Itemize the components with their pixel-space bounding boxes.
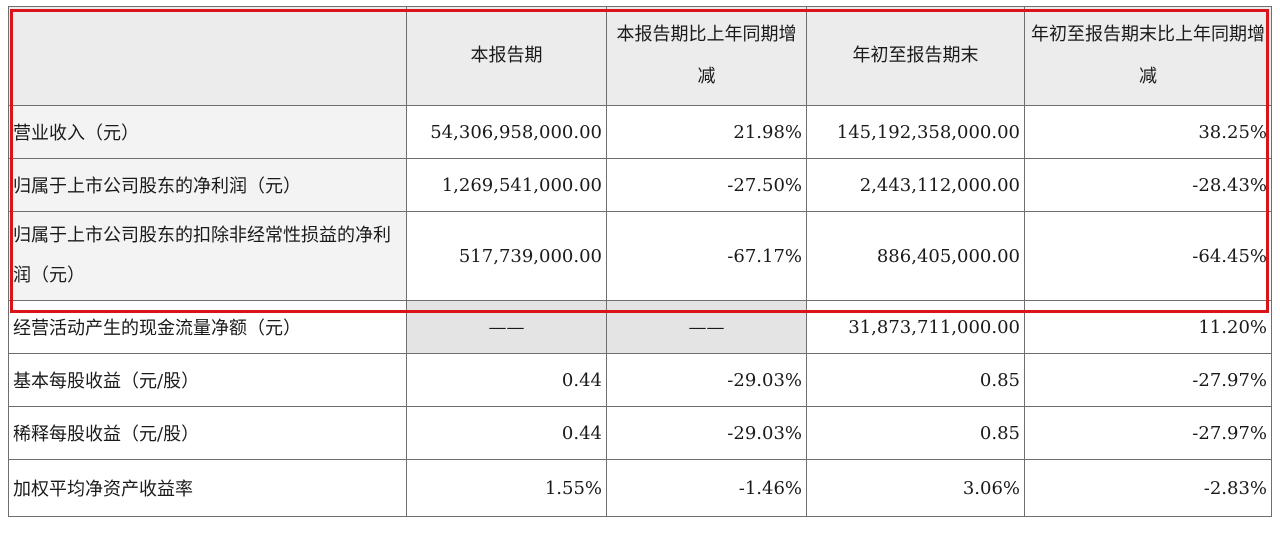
table-row: 稀释每股收益（元/股） 0.44 -29.03% 0.85 -27.97% bbox=[8, 406, 1272, 460]
table-cell: 3.06% bbox=[806, 459, 1025, 517]
row-label: 基本每股收益（元/股） bbox=[8, 353, 407, 407]
table-header-row: 本报告期 本报告期比上年同期增减 年初至报告期末 年初至报告期末比上年同期增减 bbox=[8, 6, 1272, 106]
table-cell: 54,306,958,000.00 bbox=[406, 105, 607, 159]
table-cell: —— bbox=[606, 300, 807, 354]
financial-data-table: 本报告期 本报告期比上年同期增减 年初至报告期末 年初至报告期末比上年同期增减 … bbox=[8, 6, 1272, 517]
table-cell: -64.45% bbox=[1024, 211, 1272, 301]
table-row: 归属于上市公司股东的净利润（元） 1,269,541,000.00 -27.50… bbox=[8, 158, 1272, 212]
header-cell-blank bbox=[8, 6, 407, 106]
header-cell-year-to-date-yoy: 年初至报告期末比上年同期增减 bbox=[1024, 6, 1272, 106]
table-cell: 0.44 bbox=[406, 353, 607, 407]
table-cell: -27.50% bbox=[606, 158, 807, 212]
table-row: 营业收入（元） 54,306,958,000.00 21.98% 145,192… bbox=[8, 105, 1272, 159]
row-label: 稀释每股收益（元/股） bbox=[8, 406, 407, 460]
table-cell: -29.03% bbox=[606, 353, 807, 407]
table-cell: 1.55% bbox=[406, 459, 607, 517]
row-label: 营业收入（元） bbox=[8, 105, 407, 159]
table-cell: -2.83% bbox=[1024, 459, 1272, 517]
table-row: 加权平均净资产收益率 1.55% -1.46% 3.06% -2.83% bbox=[8, 459, 1272, 517]
table-cell: 11.20% bbox=[1024, 300, 1272, 354]
table-cell: 886,405,000.00 bbox=[806, 211, 1025, 301]
table-row: 归属于上市公司股东的扣除非经常性损益的净利润（元） 517,739,000.00… bbox=[8, 211, 1272, 301]
header-cell-year-to-date: 年初至报告期末 bbox=[806, 6, 1025, 106]
table-cell: 1,269,541,000.00 bbox=[406, 158, 607, 212]
header-cell-current-period: 本报告期 bbox=[406, 6, 607, 106]
table-cell: -27.97% bbox=[1024, 406, 1272, 460]
table-cell: —— bbox=[406, 300, 607, 354]
table-row: 经营活动产生的现金流量净额（元） —— —— 31,873,711,000.00… bbox=[8, 300, 1272, 354]
table-cell: -28.43% bbox=[1024, 158, 1272, 212]
table-cell: 517,739,000.00 bbox=[406, 211, 607, 301]
row-label: 经营活动产生的现金流量净额（元） bbox=[8, 300, 407, 354]
table-cell: 145,192,358,000.00 bbox=[806, 105, 1025, 159]
header-cell-current-period-yoy: 本报告期比上年同期增减 bbox=[606, 6, 807, 106]
row-label-text: 归属于上市公司股东的扣除非经常性损益的净利润（元） bbox=[13, 225, 391, 286]
table-cell: -27.97% bbox=[1024, 353, 1272, 407]
table-cell: 2,443,112,000.00 bbox=[806, 158, 1025, 212]
row-label: 加权平均净资产收益率 bbox=[8, 459, 407, 517]
table-cell: 31,873,711,000.00 bbox=[806, 300, 1025, 354]
table-cell: 0.85 bbox=[806, 406, 1025, 460]
table-cell: 38.25% bbox=[1024, 105, 1272, 159]
table-cell: 21.98% bbox=[606, 105, 807, 159]
table-cell: -67.17% bbox=[606, 211, 807, 301]
table-cell: 0.85 bbox=[806, 353, 1025, 407]
row-label: 归属于上市公司股东的净利润（元） bbox=[8, 158, 407, 212]
table-cell: -29.03% bbox=[606, 406, 807, 460]
table-cell: -1.46% bbox=[606, 459, 807, 517]
table-cell: 0.44 bbox=[406, 406, 607, 460]
row-label: 归属于上市公司股东的扣除非经常性损益的净利润（元） bbox=[8, 211, 407, 301]
table-row: 基本每股收益（元/股） 0.44 -29.03% 0.85 -27.97% bbox=[8, 353, 1272, 407]
